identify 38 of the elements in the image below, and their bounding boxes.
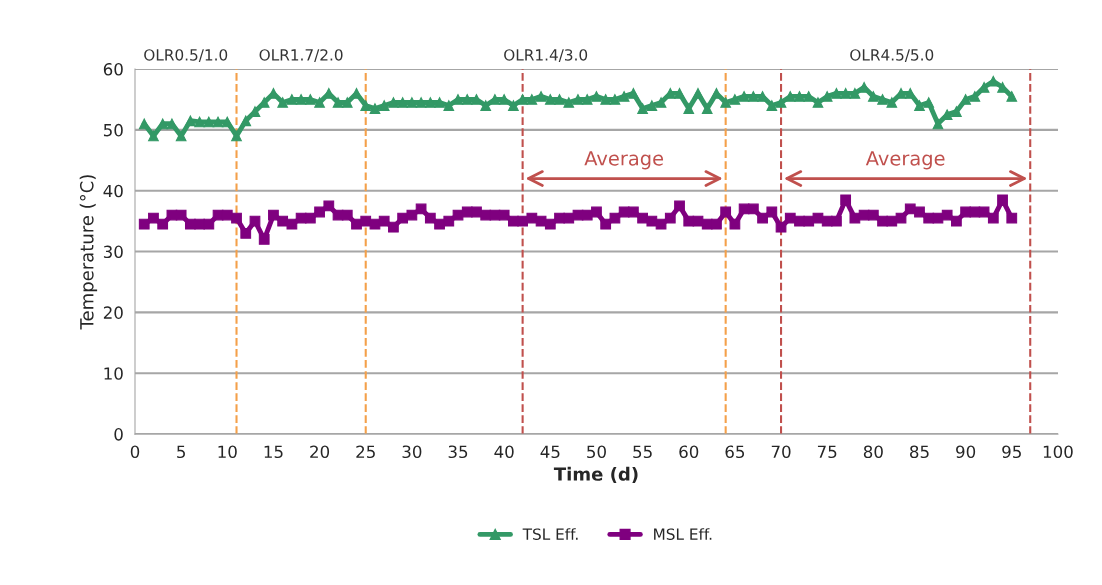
y-tick-label: 40 [103,184,123,198]
y-tick-label: 10 [104,367,123,380]
x-tick-label: 20 [310,445,330,459]
x-tick-label: 100 [1043,445,1073,459]
text: OLR1.4/3.0 [504,49,588,62]
y-tick-label: 0 [114,428,123,441]
x-tick-label: 80 [863,445,883,459]
x-tick-label: 60 [679,445,699,459]
x-tick-label: 90 [956,445,976,459]
x-tick-label: 10 [218,445,237,459]
legend-label: MSL Eff. [654,528,712,540]
x-tick-label: 55 [633,445,652,459]
x-tick-label: 5 [177,445,185,459]
y-axis-title: Temperature (°C) [79,175,98,330]
legend-label: TSL Eff. [522,528,578,540]
y-tick-label: 30 [103,245,123,259]
x-tick-label: 25 [356,445,375,459]
x-tick-label: 95 [1002,445,1021,459]
x-tick-label: 45 [540,445,560,459]
x-axis-title: Time (d) [553,466,638,483]
x-tick-label: 75 [817,445,837,459]
y-tick-label: 60 [103,62,123,76]
y-tick-label: 20 [103,306,123,319]
x-tick-label: 40 [494,445,514,459]
x-tick-label: 85 [910,445,929,459]
text: OLR4.5/5.0 [850,49,934,62]
text: OLR1.7/2.0 [259,49,343,62]
x-tick-label: 30 [402,445,422,459]
text: OLR0.5/1.0 [144,49,228,62]
x-tick-label: 50 [587,445,606,459]
x-tick-label: 35 [448,445,468,459]
x-tick-label: 70 [771,445,791,459]
annotation: Average [584,151,664,170]
x-tick-label: 0 [130,445,140,459]
x-tick-label: 65 [725,445,745,459]
annotation: Average [865,151,945,170]
y-tick-label: 50 [103,123,123,137]
x-tick-label: 15 [264,445,283,459]
